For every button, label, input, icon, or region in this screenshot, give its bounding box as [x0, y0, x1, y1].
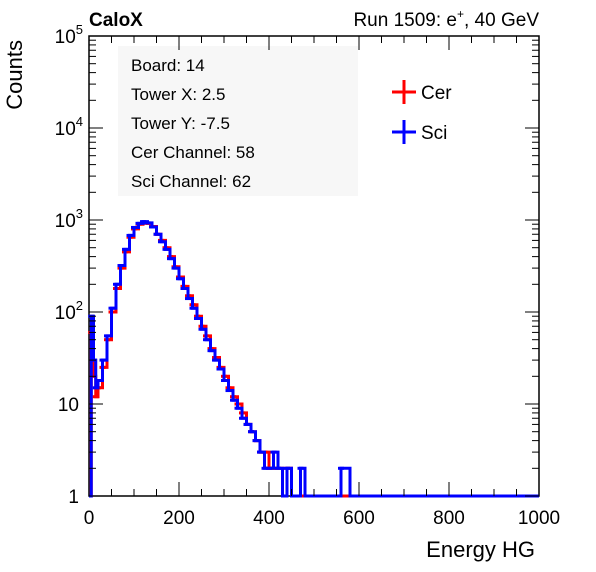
- header-left: CaloX: [89, 10, 143, 31]
- header-right-sup: +: [457, 7, 464, 21]
- x-tick-label: 800: [433, 508, 465, 529]
- series-cer-line: [89, 220, 539, 498]
- y-tick-label: 104: [55, 114, 83, 140]
- header-right-prefix: Run 1509: e: [353, 10, 457, 31]
- legend: Cer Sci: [392, 80, 452, 144]
- legend-label-sci: Sci: [421, 123, 447, 144]
- info-box: Board: 14 Tower X: 2.5 Tower Y: -7.5 Cer Ch…: [131, 56, 255, 191]
- y-tick-label: 10: [58, 395, 79, 416]
- legend-label-cer: Cer: [421, 83, 452, 104]
- header-right-suffix: , 40 GeV: [464, 10, 539, 31]
- series-layer: [88, 220, 539, 498]
- info-line: Sci Channel: 62: [131, 172, 251, 191]
- y-tick-label: 103: [55, 206, 83, 232]
- x-tick-label: 200: [163, 508, 195, 529]
- x-tick-label: 1000: [518, 508, 560, 529]
- y-tick-label: 102: [55, 298, 83, 324]
- info-line: Tower Y: -7.5: [131, 114, 230, 133]
- info-box-background: [118, 46, 358, 196]
- info-line: Tower X: 2.5: [131, 85, 226, 104]
- y-tick-label: 1: [68, 487, 79, 508]
- x-axis: 0 200 400 600 800 1000: [84, 36, 560, 529]
- y-axis-label: Counts: [2, 40, 27, 110]
- y-axis: 1 10 102 103 104 105: [55, 22, 539, 508]
- header-right: Run 1509: e+, 40 GeV: [353, 7, 539, 31]
- x-tick-label: 600: [343, 508, 375, 529]
- series-sci-line: [89, 220, 539, 498]
- x-tick-label: 400: [253, 508, 285, 529]
- info-line: Cer Channel: 58: [131, 143, 255, 162]
- info-line: Board: 14: [131, 56, 205, 75]
- x-axis-label: Energy HG: [426, 537, 535, 562]
- x-tick-label: 0: [84, 508, 95, 529]
- y-tick-label: 105: [55, 22, 83, 48]
